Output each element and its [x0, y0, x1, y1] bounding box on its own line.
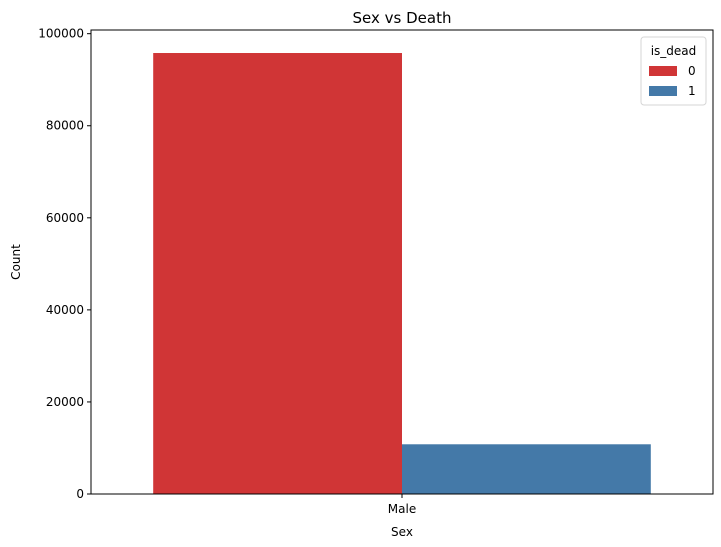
y-tick-label: 20000: [46, 395, 84, 409]
x-axis-ticks: Male: [388, 494, 416, 516]
y-axis-label: Count: [9, 244, 23, 280]
legend-title: is_dead: [651, 44, 697, 58]
y-axis-ticks: 0 20000 40000 60000 80000 100000: [38, 27, 91, 501]
legend-swatch-0: [649, 66, 677, 76]
bars-group: [153, 53, 651, 495]
y-tick-label: 60000: [46, 211, 84, 225]
legend-swatch-1: [649, 86, 677, 96]
x-axis-label: Sex: [391, 525, 413, 539]
y-tick-label: 40000: [46, 303, 84, 317]
x-tick-label: Male: [388, 502, 416, 516]
legend-entry-label: 0: [688, 64, 696, 78]
chart-title: Sex vs Death: [353, 9, 452, 27]
y-tick-label: 0: [76, 487, 84, 501]
bar-is-dead-0: [153, 53, 402, 495]
y-tick-label: 80000: [46, 119, 84, 133]
legend-entry-label: 1: [688, 84, 696, 98]
y-tick-label: 100000: [38, 27, 84, 41]
legend: is_dead 0 1: [640, 36, 707, 106]
bar-is-dead-1: [402, 444, 651, 494]
